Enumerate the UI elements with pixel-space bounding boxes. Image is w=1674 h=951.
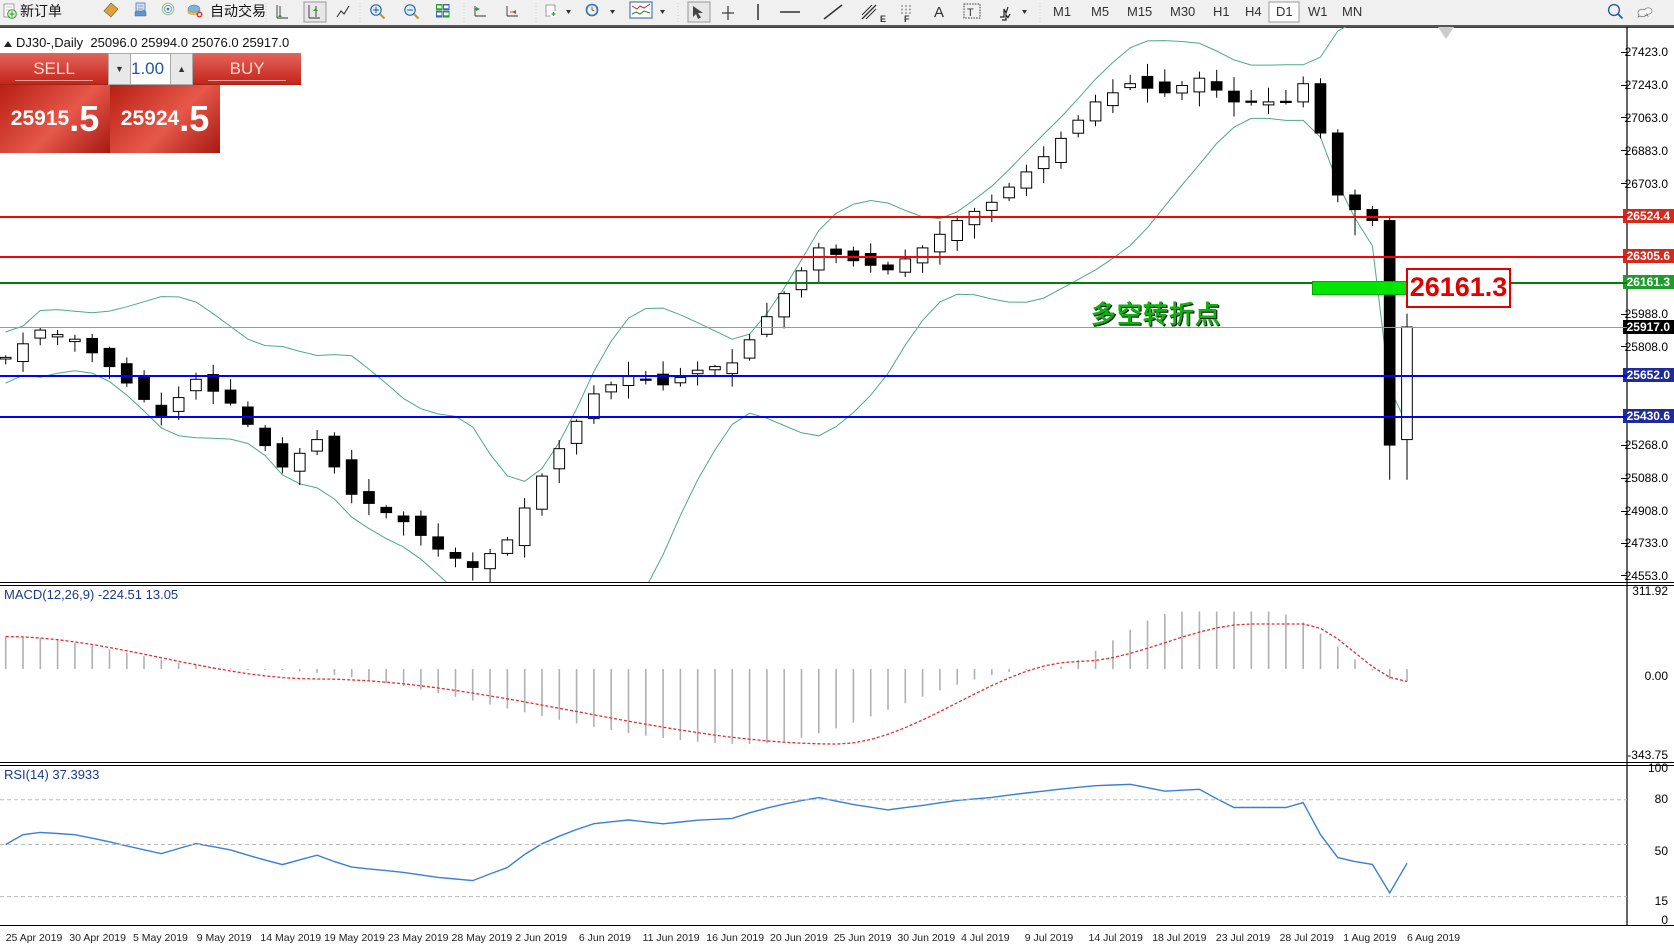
svg-text:F: F bbox=[904, 14, 910, 24]
svg-text:MN: MN bbox=[1342, 4, 1362, 19]
svg-text:M30: M30 bbox=[1170, 4, 1195, 19]
svg-text:新订单: 新订单 bbox=[20, 3, 62, 19]
svg-text:自动交易: 自动交易 bbox=[210, 3, 266, 19]
svg-text:D1: D1 bbox=[1276, 4, 1293, 19]
svg-text:A: A bbox=[934, 4, 944, 21]
svg-text:M1: M1 bbox=[1053, 4, 1071, 19]
svg-text:H4: H4 bbox=[1245, 4, 1262, 19]
svg-text:E: E bbox=[880, 14, 886, 24]
svg-text:M5: M5 bbox=[1091, 4, 1109, 19]
svg-text:H1: H1 bbox=[1213, 4, 1230, 19]
svg-text:W1: W1 bbox=[1308, 4, 1328, 19]
svg-text:M15: M15 bbox=[1127, 4, 1152, 19]
svg-text:T: T bbox=[967, 7, 974, 19]
